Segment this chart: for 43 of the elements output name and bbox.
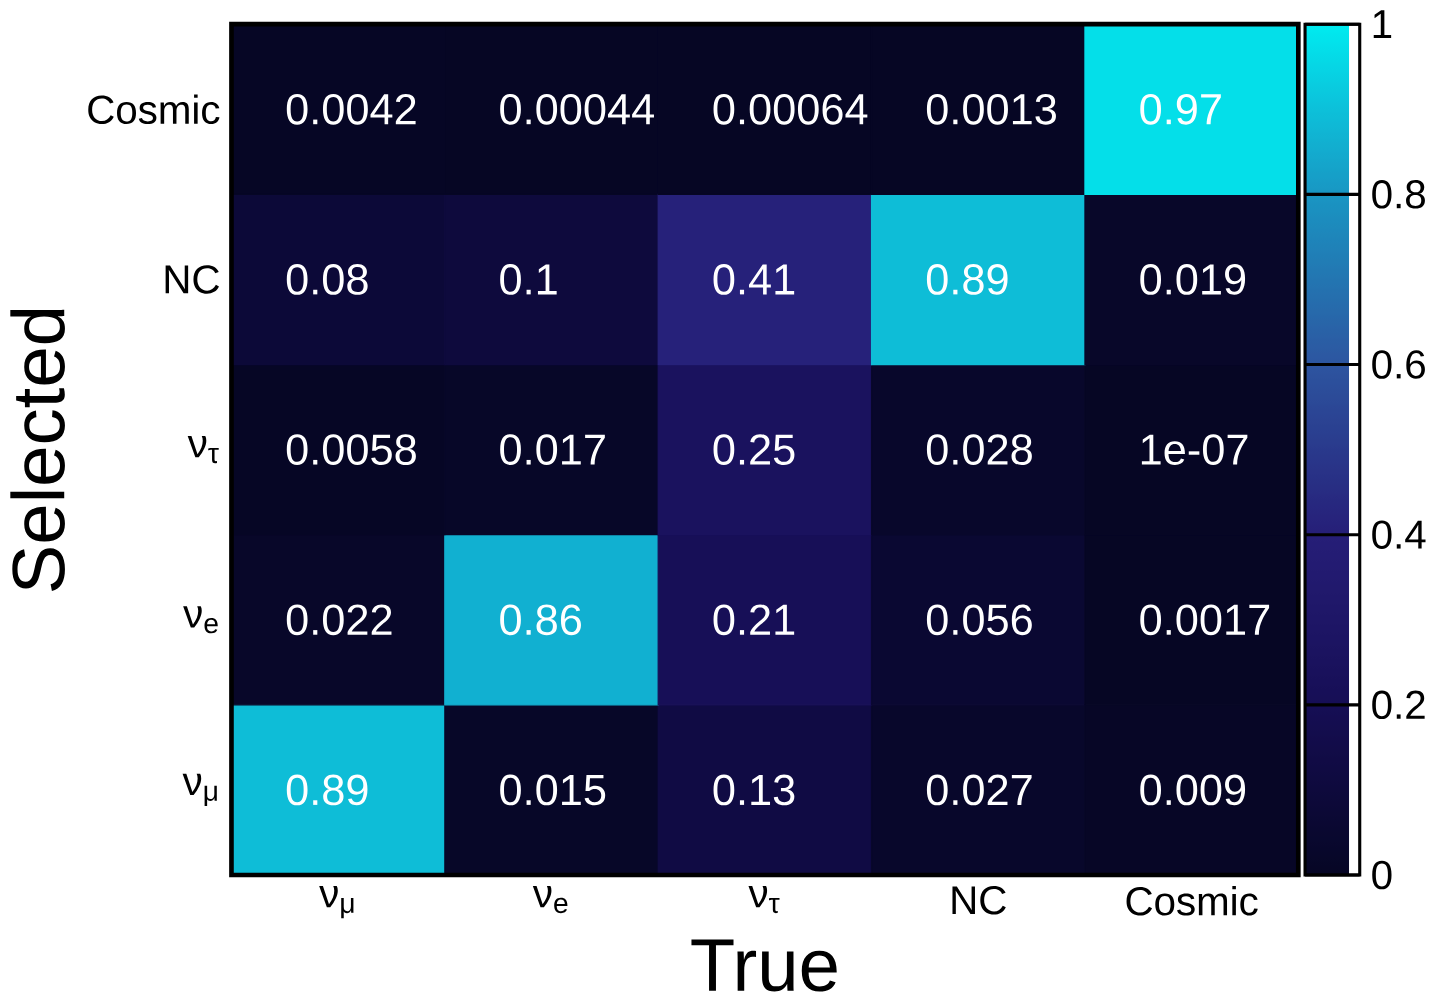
color-bar-label: 0.2 [1372,690,1425,720]
data-label: 0.86 [500,604,581,636]
data-label: 0.056 [926,604,1032,636]
data-label: 1e-07 [1141,434,1248,466]
data-label: 0.027 [926,774,1032,806]
data-label: 0.009 [1140,774,1246,806]
data-label: 0.028 [926,434,1032,466]
data-label: 0.019 [1140,264,1246,295]
y-axis-title: Selected [10,309,65,592]
data-label: 0.022 [286,604,392,636]
data-label: 0.00064 [713,94,868,125]
data-label: 0.41 [713,264,795,295]
y-tick-label: Cosmic [88,94,220,125]
data-label: 0.13 [713,774,795,806]
x-tick-label: ν$_{τ}$ [748,886,780,914]
data-label: 0.89 [286,774,368,806]
color-bar-label: 0.4 [1372,520,1426,550]
data-label: 0.00044 [500,94,654,125]
color-bar-label: 0.6 [1372,350,1425,379]
x-tick-label: NC [952,886,1006,915]
x-axis-title: True [691,939,837,992]
data-label: 0.08 [286,264,368,295]
y-tick-label: ν$_{τ}$ [187,436,219,464]
data-label: 0.21 [713,604,795,636]
x-tick-label: ν$_{e}$ [532,886,568,914]
data-label: 0.017 [500,434,605,466]
y-tick-label: ν$_{e}$ [183,606,218,634]
data-label: 0.89 [926,264,1008,295]
y-tick-label: NC [165,265,219,294]
data-label: 0.97 [1140,94,1221,125]
color-bar-label: 0 [1372,860,1392,890]
data-label: 0.015 [500,774,606,806]
data-label: 0.1 [500,264,557,295]
data-label: 0.0017 [1140,604,1270,636]
x-tick-label: Cosmic [1126,886,1258,916]
color-bar-label: 0.8 [1372,180,1425,209]
data-label: 0.0013 [926,94,1056,125]
data-label: 0.0058 [286,434,416,466]
color-bar-label: 1 [1373,10,1392,39]
data-label: 0.25 [713,434,795,466]
y-tick-label: ν$_{μ}$ [182,773,217,807]
data-label: 0.0042 [286,94,416,125]
x-tick-label: ν$_{μ}$ [319,886,354,919]
